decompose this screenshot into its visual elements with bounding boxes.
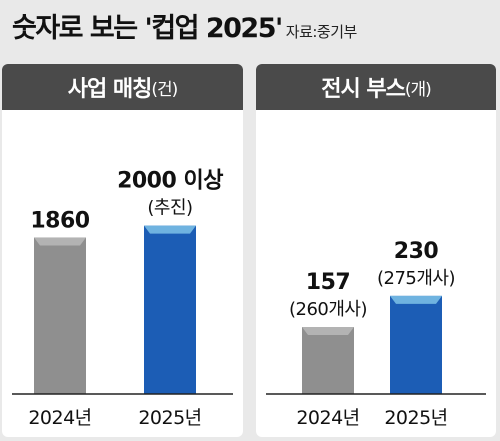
chart-exhibition-booths: (260개사) 157 2024년 (275개사) 230 2025년 <box>266 239 486 429</box>
bar-sub-label: (260개사) <box>289 299 367 320</box>
x-tick-label: 2024년 <box>28 407 91 429</box>
page-title: 숫자로 보는 '컵업 2025' <box>12 13 283 44</box>
bar-sub-label: (추진) <box>147 198 192 219</box>
panel-header: 전시 부스 (개) <box>256 64 496 110</box>
bar-2024년 <box>302 327 354 394</box>
chart-title: 사업 매칭 <box>67 77 153 102</box>
x-tick-label: 2025년 <box>384 407 447 429</box>
chart-unit: (건) <box>151 79 178 100</box>
bar-value-label: 157 <box>306 270 350 295</box>
source-note: 자료:중기부 <box>285 23 358 41</box>
x-tick-label: 2025년 <box>138 407 201 429</box>
chart-unit: (개) <box>404 79 432 100</box>
chart-title: 전시 부스 <box>321 77 406 102</box>
bar-2024년 <box>34 237 86 394</box>
header: 숫자로 보는 '컵업 2025' 자료:중기부 <box>12 6 357 46</box>
panel-header: 사업 매칭 (건) <box>2 64 243 110</box>
bar-top-cap <box>34 237 86 246</box>
bar-value-label: 2000 이상 <box>117 169 223 194</box>
bar-2025년 <box>144 225 196 394</box>
bar-top-cap <box>390 295 442 304</box>
bar-value-label: 1860 <box>30 208 89 233</box>
panel-exhibition-booths: 전시 부스 (개) (260개사) 157 2024년 (275개사) 230 2025년 <box>256 64 496 437</box>
bar-value-label: 230 <box>394 239 439 264</box>
bar-2025년 <box>390 295 442 394</box>
panel-business-matching: 사업 매칭 (건) 1860 2024년 (추진) 2000 이상 2025년 <box>2 64 243 437</box>
bar-top-cap <box>144 225 196 234</box>
chart-business-matching: 1860 2024년 (추진) 2000 이상 2025년 <box>12 169 233 429</box>
bar-sub-label: (275개사) <box>377 268 455 289</box>
bar-top-cap <box>302 327 354 336</box>
x-tick-label: 2024년 <box>296 407 359 429</box>
